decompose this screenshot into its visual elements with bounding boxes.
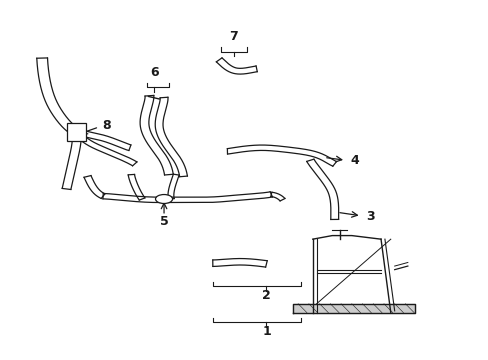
Ellipse shape (155, 194, 172, 203)
Text: 6: 6 (150, 66, 158, 79)
Text: 1: 1 (262, 325, 270, 338)
Text: 8: 8 (102, 119, 111, 132)
FancyBboxPatch shape (66, 123, 86, 140)
Text: 3: 3 (365, 210, 374, 223)
Text: 7: 7 (229, 30, 238, 43)
Text: 4: 4 (349, 154, 358, 167)
Text: 2: 2 (262, 289, 270, 302)
Text: 5: 5 (160, 215, 168, 228)
Polygon shape (293, 304, 414, 313)
